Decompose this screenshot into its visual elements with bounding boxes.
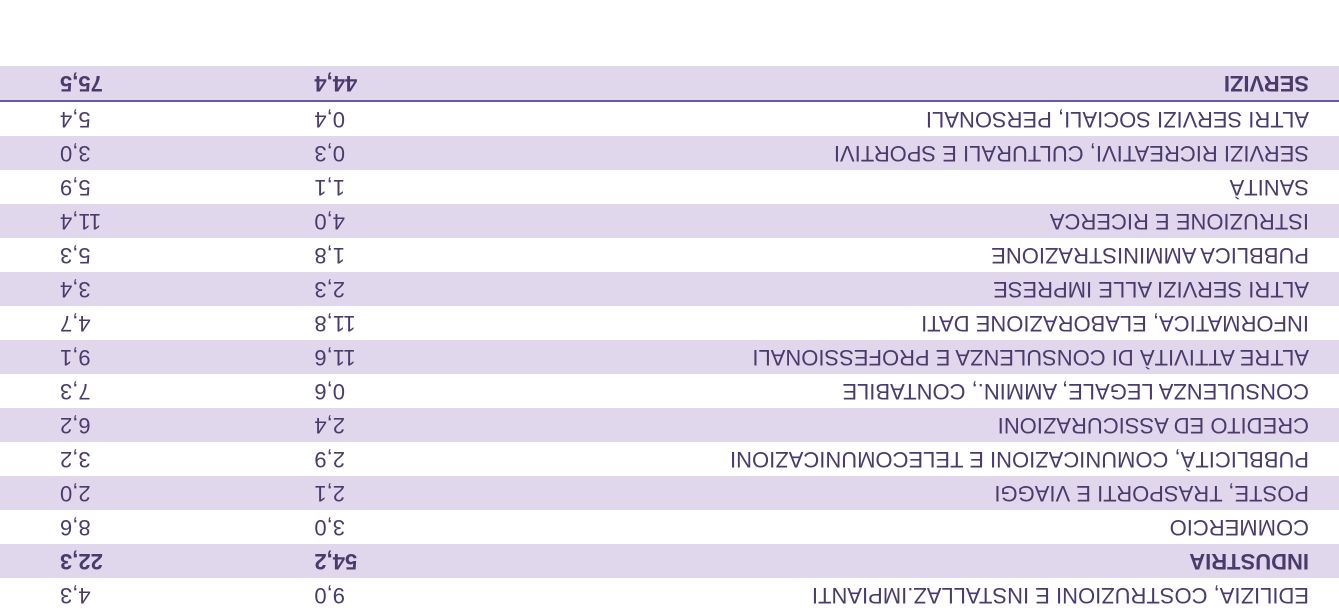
row-value-2: 4,7 bbox=[0, 306, 254, 340]
row-value-2: 5,9 bbox=[0, 170, 254, 204]
row-value-2: 2,0 bbox=[0, 476, 254, 510]
row-value-2: 3,2 bbox=[0, 442, 254, 476]
table-row: CREDITO ED ASSICURAZIONI2,46,2 bbox=[0, 408, 1339, 442]
row-value-1: 9,0 bbox=[254, 578, 508, 612]
table-body: EDILIZIA, COSTRUZIONI E INSTALLAZ.IMPIAN… bbox=[0, 66, 1339, 612]
table-row: ALTRI SERVIZI ALLE IMPRESE2,33,4 bbox=[0, 272, 1339, 306]
row-value-2: 3,4 bbox=[0, 272, 254, 306]
row-value-2: 11,4 bbox=[0, 204, 254, 238]
row-value-2: 3,0 bbox=[0, 136, 254, 170]
row-label: SERVIZI RICREATIVI, CULTURALI E SPORTIVI bbox=[509, 136, 1339, 170]
row-value-1: 0,6 bbox=[254, 374, 508, 408]
row-label: SANITÀ bbox=[509, 170, 1339, 204]
table-row: INFORMATICA, ELABORAZIONE DATI11,84,7 bbox=[0, 306, 1339, 340]
row-label: EDILIZIA, COSTRUZIONI E INSTALLAZ.IMPIAN… bbox=[509, 578, 1339, 612]
row-value-1: 11,8 bbox=[254, 306, 508, 340]
row-value-1: 0,4 bbox=[254, 101, 508, 136]
data-table: EDILIZIA, COSTRUZIONI E INSTALLAZ.IMPIAN… bbox=[0, 66, 1339, 612]
row-label: ALTRI SERVIZI ALLE IMPRESE bbox=[509, 272, 1339, 306]
row-label: PUBBLICITÀ, COMUNICAZIONI E TELECOMUNICA… bbox=[509, 442, 1339, 476]
row-label: INFORMATICA, ELABORAZIONE DATI bbox=[509, 306, 1339, 340]
table-row: PUBBLICITÀ, COMUNICAZIONI E TELECOMUNICA… bbox=[0, 442, 1339, 476]
table-row: ALTRI SERVIZI SOCIALI, PERSONALI0,45,4 bbox=[0, 101, 1339, 136]
row-label: COMMERCIO bbox=[509, 510, 1339, 544]
row-label: POSTE, TRASPORTI E VIAGGI bbox=[509, 476, 1339, 510]
table-row: SERVIZI44,475,5 bbox=[0, 66, 1339, 101]
row-value-1: 54,2 bbox=[254, 544, 508, 578]
table-row: POSTE, TRASPORTI E VIAGGI2,12,0 bbox=[0, 476, 1339, 510]
table-row: CONSULENZA LEGALE, AMMIN., CONTABILE0,67… bbox=[0, 374, 1339, 408]
row-value-1: 2,4 bbox=[254, 408, 508, 442]
data-table-container: EDILIZIA, COSTRUZIONI E INSTALLAZ.IMPIAN… bbox=[0, 0, 1339, 612]
row-label: ALTRE ATTIVITÀ DI CONSULENZA E PROFESSIO… bbox=[509, 340, 1339, 374]
row-value-1: 44,4 bbox=[254, 66, 508, 101]
table-row: SERVIZI RICREATIVI, CULTURALI E SPORTIVI… bbox=[0, 136, 1339, 170]
row-value-2: 75,5 bbox=[0, 66, 254, 101]
row-value-1: 3,0 bbox=[254, 510, 508, 544]
table-row: SANITÀ1,15,9 bbox=[0, 170, 1339, 204]
row-value-1: 0,3 bbox=[254, 136, 508, 170]
row-label: SERVIZI bbox=[509, 66, 1339, 101]
table-row: COMMERCIO3,08,6 bbox=[0, 510, 1339, 544]
row-value-1: 11,6 bbox=[254, 340, 508, 374]
row-value-2: 7,3 bbox=[0, 374, 254, 408]
table-row: ISTRUZIONE E RICERCA4,011,4 bbox=[0, 204, 1339, 238]
table-row: PUBBLICA AMMINISTRAZIONE1,85,3 bbox=[0, 238, 1339, 272]
table-row: ALTRE ATTIVITÀ DI CONSULENZA E PROFESSIO… bbox=[0, 340, 1339, 374]
row-value-2: 4,3 bbox=[0, 578, 254, 612]
row-label: ALTRI SERVIZI SOCIALI, PERSONALI bbox=[509, 101, 1339, 136]
row-label: INDUSTRIA bbox=[509, 544, 1339, 578]
row-label: PUBBLICA AMMINISTRAZIONE bbox=[509, 238, 1339, 272]
row-value-2: 6,2 bbox=[0, 408, 254, 442]
row-label: CONSULENZA LEGALE, AMMIN., CONTABILE bbox=[509, 374, 1339, 408]
row-value-1: 1,8 bbox=[254, 238, 508, 272]
row-value-1: 2,1 bbox=[254, 476, 508, 510]
row-value-1: 1,1 bbox=[254, 170, 508, 204]
row-value-1: 2,9 bbox=[254, 442, 508, 476]
row-label: ISTRUZIONE E RICERCA bbox=[509, 204, 1339, 238]
row-value-1: 4,0 bbox=[254, 204, 508, 238]
row-label: CREDITO ED ASSICURAZIONI bbox=[509, 408, 1339, 442]
row-value-2: 5,3 bbox=[0, 238, 254, 272]
table-row: EDILIZIA, COSTRUZIONI E INSTALLAZ.IMPIAN… bbox=[0, 578, 1339, 612]
row-value-2: 22,3 bbox=[0, 544, 254, 578]
row-value-2: 8,6 bbox=[0, 510, 254, 544]
table-row: INDUSTRIA54,222,3 bbox=[0, 544, 1339, 578]
row-value-2: 9,1 bbox=[0, 340, 254, 374]
row-value-1: 2,3 bbox=[254, 272, 508, 306]
row-value-2: 5,4 bbox=[0, 101, 254, 136]
